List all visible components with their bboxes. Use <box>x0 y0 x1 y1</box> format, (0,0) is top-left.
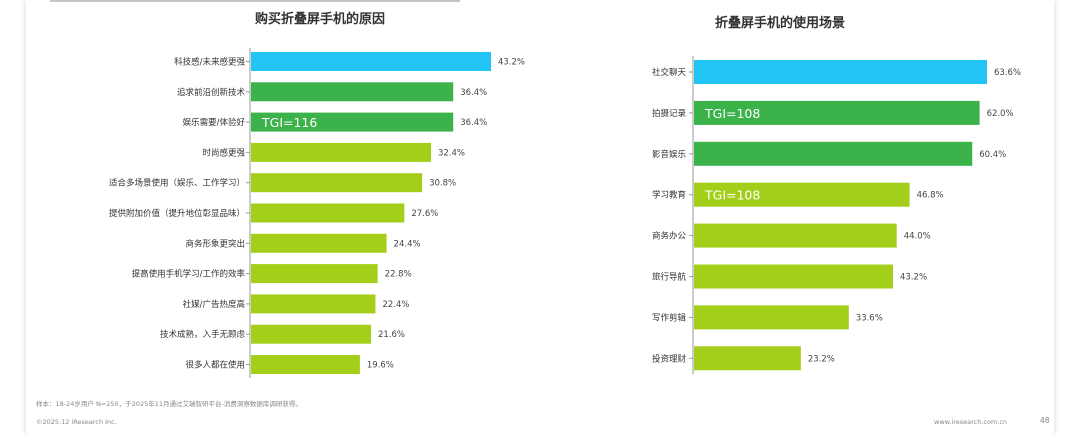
chart1-bar <box>694 305 849 330</box>
chart0-bar <box>251 294 376 314</box>
chart1-value-label: 63.6% <box>994 68 1021 78</box>
chart0-bar <box>251 142 431 162</box>
chart1-value-label: 60.4% <box>979 150 1006 160</box>
chart0-category-label: 社媒/广告热度高 <box>183 299 245 310</box>
chart0-bar <box>251 264 378 284</box>
chart1-tgi-annotation: TGI=108 <box>704 188 760 203</box>
chart0-category-label: 商务形象更突出 <box>185 238 245 249</box>
chart1-category-label: 影音娱乐 <box>652 149 687 160</box>
chart1-bar <box>694 100 980 125</box>
chart1-category-label: 投资理财 <box>652 353 687 364</box>
chart0-category-label: 科技感/未来感更强 <box>174 57 245 68</box>
chart0-category-label: 提高使用手机学习/工作的效率 <box>132 269 246 280</box>
chart1-category-label: 社交聊天 <box>652 67 687 78</box>
left-chart-title: 购买折叠屏手机的原因 <box>254 12 385 27</box>
chart1-category-label: 旅行导航 <box>652 272 687 283</box>
chart0-category-label: 娱乐需要/体验好 <box>183 117 246 128</box>
chart1-value-label: 62.0% <box>987 109 1014 119</box>
chart0-value-label: 43.2% <box>498 58 525 68</box>
chart0-bar <box>251 112 454 132</box>
chart0-bar <box>251 82 454 102</box>
chart0-bar <box>251 233 387 253</box>
chart1-bar <box>694 141 973 166</box>
copyright-text: ©2025.12 iResearch Inc. <box>36 418 117 426</box>
cropped-header-strip <box>50 0 460 2</box>
chart0-value-label: 19.6% <box>367 361 394 371</box>
chart1-bar <box>694 346 801 371</box>
chart0-value-label: 27.6% <box>411 209 438 219</box>
chart1-bar <box>694 60 987 84</box>
chart1-category-label: 写作剪辑 <box>652 312 687 323</box>
chart0-value-label: 22.4% <box>382 300 409 310</box>
chart1-value-label: 43.2% <box>900 273 927 283</box>
chart1-bar <box>694 182 910 207</box>
chart1-value-label: 33.6% <box>856 313 883 323</box>
chart0-value-label: 21.6% <box>378 330 405 340</box>
chart1-category-label: 商务办公 <box>652 231 687 242</box>
chart1-bar <box>694 223 897 248</box>
chart0-value-label: 36.4% <box>460 118 487 128</box>
chart0-category-label: 提供附加价值（提升地位彰显品味） <box>109 208 245 219</box>
chart0-bar <box>251 173 423 193</box>
sample-footnote: 样本：18-24岁用户 N=250，于2025年11月通过艾瑞智研平台-消费洞察… <box>36 400 302 408</box>
chart0-value-label: 32.4% <box>438 148 465 158</box>
chart1-bar <box>694 264 894 289</box>
right-chart-title: 折叠屏手机的使用场景 <box>714 16 845 31</box>
chart0-bar <box>251 324 371 344</box>
page-number: 48 <box>1040 416 1050 425</box>
chart0-category-label: 很多人都在使用 <box>185 360 245 371</box>
chart1-category-label: 学习教育 <box>652 190 686 201</box>
chart0-category-label: 时尚感更强 <box>202 147 245 158</box>
chart0-value-label: 24.4% <box>394 239 421 249</box>
chart0-category-label: 适合多场景使用（娱乐、工作学习） <box>109 178 245 189</box>
chart1-category-label: 拍摄记录 <box>652 108 687 119</box>
chart1-tgi-annotation: TGI=108 <box>704 106 760 121</box>
chart0-category-label: 追求前沿创新技术 <box>177 87 246 98</box>
chart0-value-label: 22.8% <box>385 270 412 280</box>
chart0-bar <box>251 52 491 71</box>
chart0-category-label: 技术成熟，入手无顾虑 <box>160 329 246 340</box>
chart0-value-label: 36.4% <box>460 88 487 98</box>
chart1-value-label: 44.0% <box>904 232 931 242</box>
chart1-value-label: 23.2% <box>808 354 835 364</box>
chart0-bar <box>251 355 360 374</box>
chart0-bar <box>251 203 405 223</box>
website-text: www.iresearch.com.cn <box>934 418 1008 426</box>
chart0-value-label: 30.8% <box>429 179 456 189</box>
chart0-tgi-annotation: TGI=116 <box>261 115 317 130</box>
chart1-value-label: 46.8% <box>917 191 944 201</box>
